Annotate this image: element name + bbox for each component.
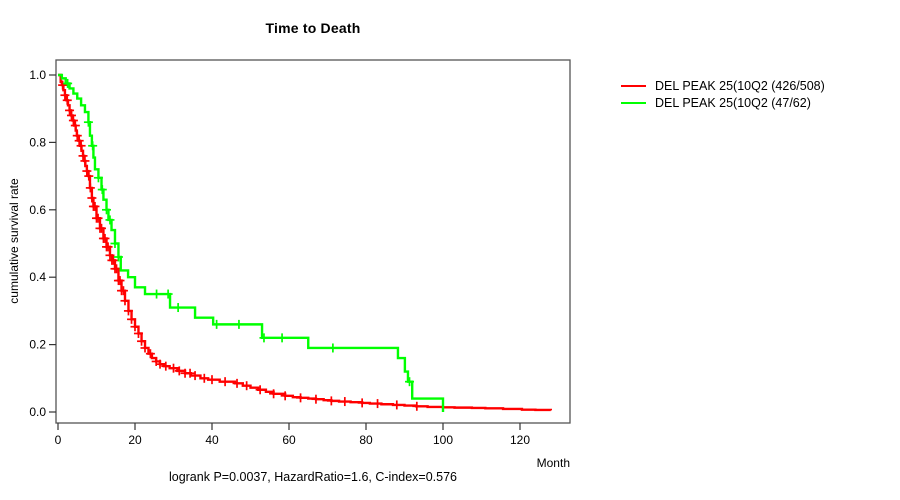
x-axis-ticks: 0 20 40 60 80 100 120	[55, 423, 530, 447]
y-tick-label: 0.8	[29, 135, 46, 149]
x-tick-label: 80	[359, 433, 373, 447]
censor-marks-green	[63, 78, 415, 387]
y-tick-label: 0.2	[29, 338, 46, 352]
page-title: Time to Death	[265, 20, 361, 36]
censor-marks-red	[58, 80, 422, 411]
x-tick-label: 0	[55, 433, 62, 447]
legend-row: DEL PEAK 25(10Q2 (47/62)	[621, 95, 825, 112]
survival-curve-red	[58, 73, 552, 412]
survival-curves	[58, 73, 552, 412]
legend-label: DEL PEAK 25(10Q2 (47/62)	[655, 95, 811, 110]
y-tick-label: 0.0	[29, 405, 46, 419]
legend: DEL PEAK 25(10Q2 (426/508) DEL PEAK 25(1…	[621, 78, 825, 111]
y-axis-ticks: 0.0 0.2 0.4 0.6 0.8 1.0	[29, 68, 56, 419]
x-tick-label: 20	[128, 433, 142, 447]
legend-line-swatch-red	[621, 85, 646, 88]
legend-label: DEL PEAK 25(10Q2 (426/508)	[655, 79, 825, 94]
x-tick-label: 40	[205, 433, 219, 447]
plot-frame	[55, 59, 571, 424]
y-tick-label: 0.4	[29, 270, 46, 284]
stats-annotation: logrank P=0.0037, HazardRatio=1.6, C-ind…	[168, 470, 458, 484]
x-tick-label: 60	[282, 433, 296, 447]
legend-line-swatch-green	[621, 101, 646, 104]
legend-row: DEL PEAK 25(10Q2 (426/508)	[621, 78, 825, 95]
y-tick-label: 0.6	[29, 203, 46, 217]
x-axis-label: Month	[536, 456, 570, 470]
x-tick-label: 120	[510, 433, 530, 447]
y-tick-label: 1.0	[29, 68, 46, 82]
x-tick-label: 100	[433, 433, 453, 447]
